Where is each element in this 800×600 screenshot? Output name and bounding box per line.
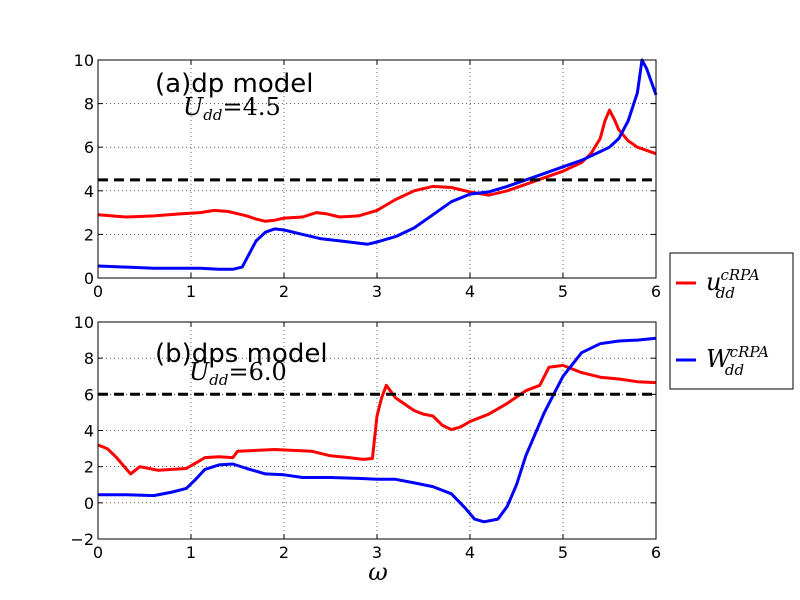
panel-b-ytick-label: 8 [84, 349, 94, 368]
panel-a-xtick-label: 1 [186, 282, 196, 301]
panel-b-xtick-label: 0 [93, 543, 103, 562]
panel-a-ytick-label: 2 [84, 225, 94, 244]
legend-label-w: WcRPA dd [706, 343, 769, 379]
panel-b-xtick-label: 5 [558, 543, 568, 562]
panel-a-xtick-label: 6 [651, 282, 661, 301]
panel-b-series [97, 336, 657, 524]
panel-a-series [97, 58, 658, 271]
panel-a-xtick-label: 5 [558, 282, 568, 301]
panel-a-ytick-label: 4 [84, 182, 94, 201]
panel-a: 0 1 2 3 4 5 6 0 2 4 6 8 10 (a)dp model Udd=4.5 [74, 51, 661, 301]
panel-a-xtick-label: 3 [372, 282, 382, 301]
panel-b-xtick-label: 6 [651, 543, 661, 562]
panel-a-ticks: 0 1 2 3 4 5 6 0 2 4 6 8 10 [74, 51, 661, 301]
panel-b-ytick-label: 10 [74, 313, 94, 332]
panel-b-xtick-label: 3 [372, 543, 382, 562]
x-axis-label: ω [368, 558, 388, 586]
panel-a-title: (a)dp model [155, 69, 313, 99]
panel-a-ytick-label: 8 [84, 95, 94, 114]
panel-a-W-cRPA-line [97, 58, 658, 271]
panel-b-xtick-label: 2 [279, 543, 289, 562]
panel-a-annotation: Udd=4.5 [183, 93, 281, 124]
panel-a-ytick-label: 6 [84, 138, 94, 157]
panel-b-annotation: Udd=6.0 [189, 358, 287, 389]
panel-a-xtick-label: 0 [93, 282, 103, 301]
panel-b-ytick-label: 6 [84, 385, 94, 404]
panel-a-ytick-label: 10 [74, 51, 94, 70]
panel-b-xtick-label: 1 [186, 543, 196, 562]
panel-b-u-cRPA-line [97, 363, 657, 476]
panel-a-ytick-label: 0 [84, 269, 94, 288]
panel-a-u-cRPA-line [97, 108, 657, 223]
panel-b-title: (b)dps model [155, 339, 328, 369]
panel-b-ytick-label: −2 [70, 530, 94, 549]
legend: ucRPA dd WcRPA dd [669, 252, 794, 390]
panel-b-ytick-label: 2 [84, 458, 94, 477]
panel-a-xtick-label: 2 [279, 282, 289, 301]
panel-b-xtick-label: 4 [465, 543, 475, 562]
panel-b-ytick-label: 0 [84, 494, 94, 513]
legend-label-u: ucRPA dd [706, 266, 760, 302]
panel-b-ytick-label: 4 [84, 422, 94, 441]
legend-box [669, 252, 794, 390]
panel-a-xtick-label: 4 [465, 282, 475, 301]
panel-a-grid [98, 60, 656, 278]
